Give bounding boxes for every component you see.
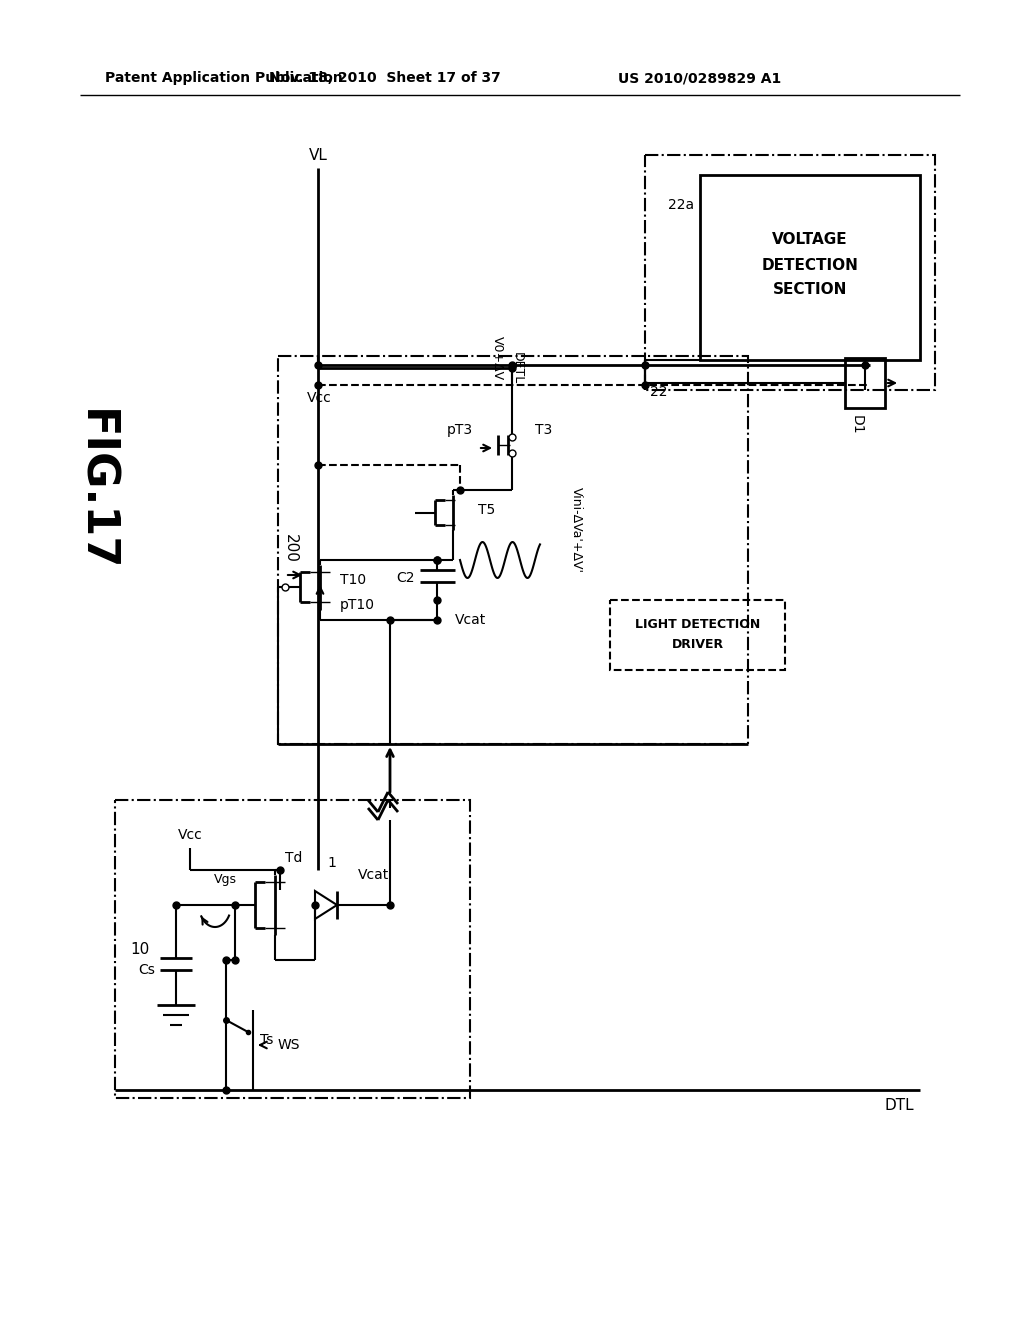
Text: 1: 1 — [328, 855, 337, 870]
Text: V0+ΔV: V0+ΔV — [490, 335, 504, 380]
Bar — [845, 358, 885, 408]
Bar — [610, 601, 785, 671]
Text: SECTION: SECTION — [773, 282, 847, 297]
Text: T10: T10 — [340, 573, 367, 587]
Text: Nov. 18, 2010  Sheet 17 of 37: Nov. 18, 2010 Sheet 17 of 37 — [269, 71, 501, 84]
Text: 22a: 22a — [668, 198, 694, 213]
Text: Vcat: Vcat — [358, 869, 389, 882]
Text: pT10: pT10 — [340, 598, 375, 612]
Text: 10: 10 — [130, 942, 150, 957]
Text: Vcc: Vcc — [178, 828, 203, 842]
Bar — [115, 800, 470, 1098]
Text: C2: C2 — [396, 572, 415, 585]
Text: US 2010/0289829 A1: US 2010/0289829 A1 — [618, 71, 781, 84]
Text: Patent Application Publication: Patent Application Publication — [105, 71, 343, 84]
Text: DRIVER: DRIVER — [672, 639, 724, 652]
Text: DTL: DTL — [885, 1097, 914, 1113]
Bar — [700, 176, 920, 360]
Text: VOLTAGE: VOLTAGE — [772, 232, 848, 248]
Text: 200: 200 — [283, 533, 298, 562]
Text: T5: T5 — [478, 503, 496, 517]
Text: Vgs: Vgs — [213, 874, 237, 887]
Text: VL: VL — [308, 148, 328, 162]
Text: Cs: Cs — [138, 964, 155, 977]
Text: WS: WS — [278, 1038, 300, 1052]
Text: 22: 22 — [650, 385, 668, 399]
Text: Vcc: Vcc — [307, 391, 332, 405]
Text: Vini-ΔVa'+ΔV': Vini-ΔVa'+ΔV' — [570, 487, 583, 573]
Text: LIGHT DETECTION: LIGHT DETECTION — [635, 619, 761, 631]
Text: DETECTION: DETECTION — [762, 257, 858, 272]
Text: Vcat: Vcat — [455, 612, 486, 627]
Text: D1: D1 — [850, 414, 864, 434]
Text: T3: T3 — [535, 422, 552, 437]
Text: pT3: pT3 — [446, 422, 473, 437]
Text: FIG.17: FIG.17 — [74, 409, 117, 572]
Bar — [278, 356, 748, 744]
Bar — [645, 154, 935, 389]
Text: Td: Td — [285, 851, 302, 865]
Text: Ts: Ts — [260, 1034, 273, 1047]
Text: DETL: DETL — [511, 352, 523, 384]
